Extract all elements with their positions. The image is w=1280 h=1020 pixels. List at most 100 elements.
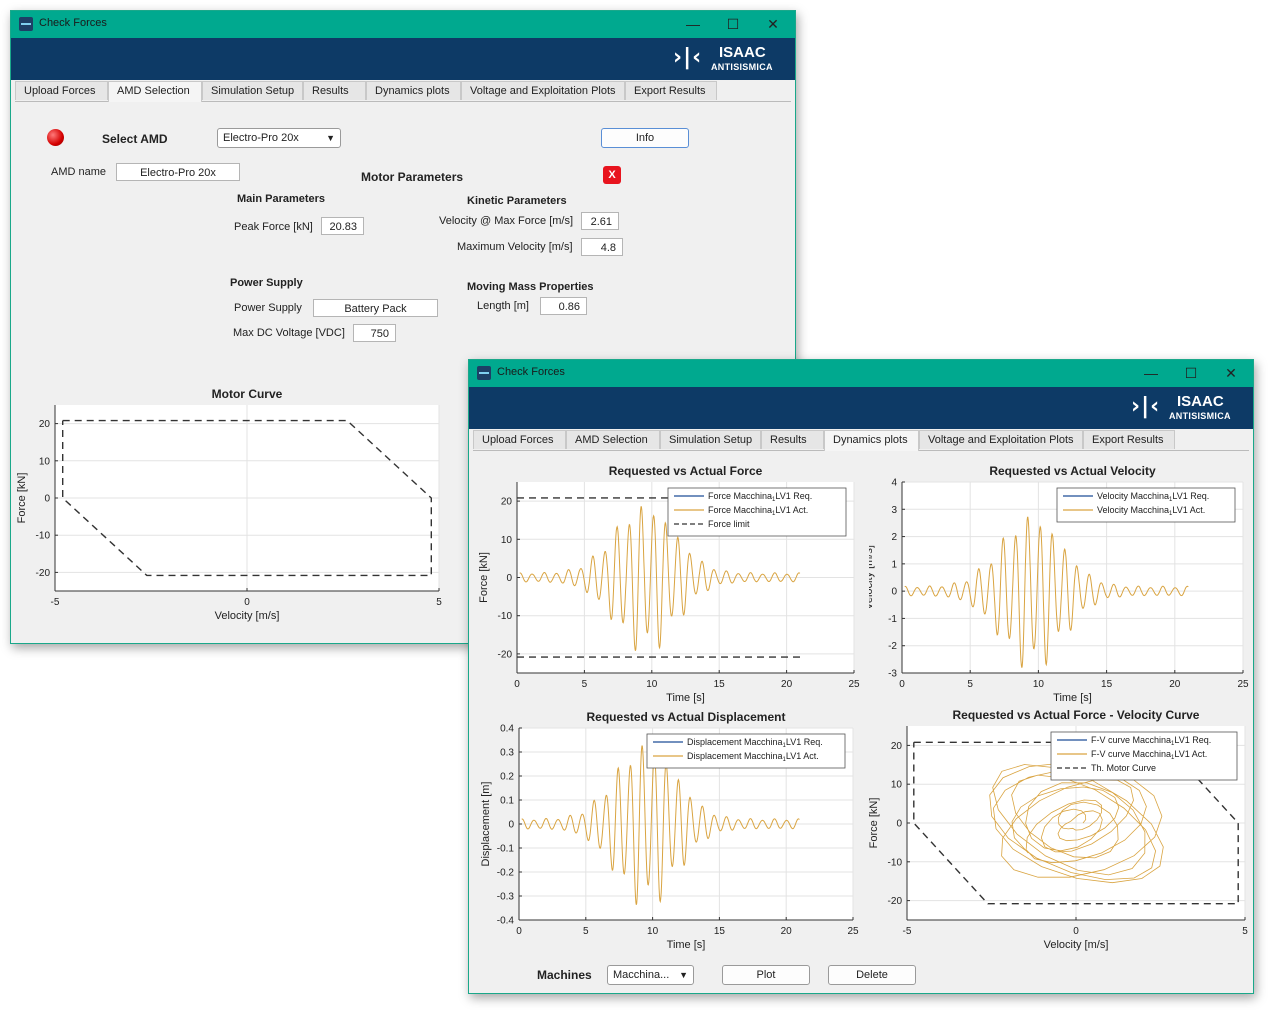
x-tick-label: 0 bbox=[514, 679, 520, 690]
x-tick-label: 5 bbox=[582, 679, 588, 690]
velocity-max-force-field[interactable]: 2.61 bbox=[581, 212, 619, 230]
amd-dropdown[interactable]: Electro-Pro 20x ▼ bbox=[217, 128, 341, 148]
x-axis-label: Velocity [m/s] bbox=[215, 610, 280, 622]
x-tick-label: 10 bbox=[646, 679, 658, 690]
max-velocity-field[interactable]: 4.8 bbox=[581, 238, 623, 256]
x-tick-label: 5 bbox=[967, 679, 973, 690]
max-dc-voltage-field[interactable]: 750 bbox=[353, 324, 396, 342]
title-bar[interactable]: Check Forces — ☐ ✕ bbox=[469, 360, 1253, 387]
y-tick-label: -0.4 bbox=[497, 916, 515, 927]
tab-simulation-setup[interactable]: Simulation Setup bbox=[202, 81, 303, 100]
tab-upload-forces[interactable]: Upload Forces bbox=[15, 81, 108, 100]
legend-entry: Displacement Macchina1LV1 Act. bbox=[687, 751, 819, 763]
chevron-down-icon: ▼ bbox=[326, 133, 335, 143]
y-tick-label: 0 bbox=[896, 819, 902, 830]
legend-entry: Th. Motor Curve bbox=[1091, 763, 1156, 773]
y-tick-label: 2 bbox=[891, 532, 897, 543]
info-button[interactable]: Info bbox=[601, 128, 689, 148]
kinetic-parameters-title: Kinetic Parameters bbox=[467, 195, 567, 207]
length-field[interactable]: 0.86 bbox=[540, 297, 587, 315]
tab-export-results[interactable]: Export Results bbox=[1083, 430, 1175, 449]
x-tick-label: 20 bbox=[781, 679, 793, 690]
y-tick-label: 20 bbox=[891, 741, 903, 752]
legend-entry: Velocity Macchina1LV1 Act. bbox=[1097, 505, 1205, 517]
logo-line2: ANTISISMICA bbox=[711, 62, 773, 72]
y-tick-label: 0 bbox=[508, 820, 514, 831]
y-tick-label: -20 bbox=[36, 568, 51, 579]
plot-series bbox=[521, 745, 800, 905]
x-axis-label: Time [s] bbox=[1053, 692, 1092, 704]
tab-voltage-exploitation[interactable]: Voltage and Exploitation Plots bbox=[919, 430, 1083, 449]
fv-loop-line bbox=[989, 762, 1164, 884]
tab-amd-selection[interactable]: AMD Selection bbox=[108, 81, 202, 102]
plot-button[interactable]: Plot bbox=[722, 965, 810, 985]
chart-title: Requested vs Actual Force bbox=[609, 464, 763, 478]
minimize-icon[interactable]: — bbox=[1144, 365, 1158, 381]
close-x-button[interactable]: X bbox=[603, 166, 621, 184]
close-icon[interactable]: ✕ bbox=[767, 16, 779, 32]
actual-series-line bbox=[519, 506, 801, 651]
chart-title: Requested vs Actual Velocity bbox=[989, 464, 1156, 478]
y-tick-label: 1 bbox=[891, 559, 897, 570]
tab-results[interactable]: Results bbox=[761, 430, 824, 449]
y-tick-label: 10 bbox=[891, 780, 903, 791]
chart-title: Requested vs Actual Displacement bbox=[587, 710, 786, 724]
tab-simulation-setup[interactable]: Simulation Setup bbox=[660, 430, 761, 449]
x-axis-label: Velocity [m/s] bbox=[1044, 939, 1109, 951]
y-tick-label: 0 bbox=[44, 494, 50, 505]
minimize-icon[interactable]: — bbox=[686, 16, 700, 32]
max-velocity-label: Maximum Velocity [m/s] bbox=[457, 241, 573, 253]
window-title: Check Forces bbox=[39, 17, 107, 29]
peak-force-field[interactable]: 20.83 bbox=[321, 217, 364, 235]
fv-chart: -5 0 5 -20 -10 0 10 20 Requested vs Actual Force… bbox=[869, 708, 1248, 951]
legend: F-V curve Macchina1LV1 Req. F-V curve Mac… bbox=[1050, 731, 1238, 781]
actual-series-line bbox=[904, 516, 1189, 668]
tab-upload-forces[interactable]: Upload Forces bbox=[473, 430, 566, 449]
x-tick-label: 20 bbox=[1169, 679, 1181, 690]
logo-line1: ISAAC bbox=[719, 44, 766, 61]
tab-export-results[interactable]: Export Results bbox=[625, 81, 717, 100]
y-tick-label: 0.4 bbox=[500, 724, 514, 735]
check-forces-window-amd: Check Forces — ☐ ✕ ›|‹ ISAAC ANTISISMICA… bbox=[10, 10, 796, 644]
y-axis-label: Velocity [m/s] bbox=[869, 545, 875, 610]
logo-line2: ANTISISMICA bbox=[1169, 411, 1231, 421]
y-tick-label: 4 bbox=[891, 478, 897, 489]
plot-series bbox=[904, 516, 1189, 668]
power-supply-field[interactable]: Battery Pack bbox=[313, 299, 438, 317]
x-axis-label: Time [s] bbox=[667, 939, 706, 951]
close-icon[interactable]: ✕ bbox=[1225, 365, 1237, 381]
x-tick-label: 5 bbox=[583, 926, 589, 937]
x-tick-label: 25 bbox=[848, 679, 860, 690]
legend-entry: F-V curve Macchina1LV1 Req. bbox=[1091, 735, 1211, 747]
tab-amd-selection[interactable]: AMD Selection bbox=[566, 430, 660, 449]
amd-name-field[interactable]: Electro-Pro 20x bbox=[116, 163, 240, 181]
tab-dynamics-plots[interactable]: Dynamics plots bbox=[824, 430, 919, 451]
isaac-logo: ›|‹ ISAAC ANTISISMICA bbox=[1131, 392, 1241, 424]
isaac-logo: ›|‹ ISAAC ANTISISMICA bbox=[673, 43, 783, 75]
x-tick-label: 15 bbox=[714, 679, 726, 690]
window-title: Check Forces bbox=[497, 366, 565, 378]
title-bar[interactable]: Check Forces — ☐ ✕ bbox=[11, 11, 795, 38]
y-tick-label: -3 bbox=[888, 669, 897, 680]
delete-button[interactable]: Delete bbox=[828, 965, 916, 985]
y-axis-label: Force [kN] bbox=[869, 798, 880, 849]
legend-box bbox=[1056, 487, 1236, 523]
x-axis-label: Time [s] bbox=[666, 692, 705, 704]
maximize-icon[interactable]: ☐ bbox=[726, 16, 740, 32]
app-icon bbox=[477, 366, 491, 380]
y-tick-label: 3 bbox=[891, 505, 897, 516]
actual-series-line bbox=[521, 745, 800, 905]
motor-parameters-title: Motor Parameters bbox=[361, 170, 464, 184]
tab-dynamics-plots[interactable]: Dynamics plots bbox=[366, 81, 461, 100]
maximize-icon[interactable]: ☐ bbox=[1184, 365, 1198, 381]
x-tick-label: 10 bbox=[647, 926, 659, 937]
x-tick-label: 0 bbox=[899, 679, 905, 690]
tab-voltage-exploitation[interactable]: Voltage and Exploitation Plots bbox=[461, 81, 625, 100]
y-tick-label: 20 bbox=[39, 419, 51, 430]
y-axis-label: Force [kN] bbox=[16, 473, 28, 524]
logo-line1: ISAAC bbox=[1177, 393, 1224, 410]
machines-dropdown[interactable]: Macchina... ▼ bbox=[607, 965, 694, 985]
tab-results[interactable]: Results bbox=[303, 81, 366, 100]
legend: Force Macchina1LV1 Req. Force Macchina1LV… bbox=[667, 487, 847, 537]
velocity-max-force-label: Velocity @ Max Force [m/s] bbox=[439, 215, 574, 227]
